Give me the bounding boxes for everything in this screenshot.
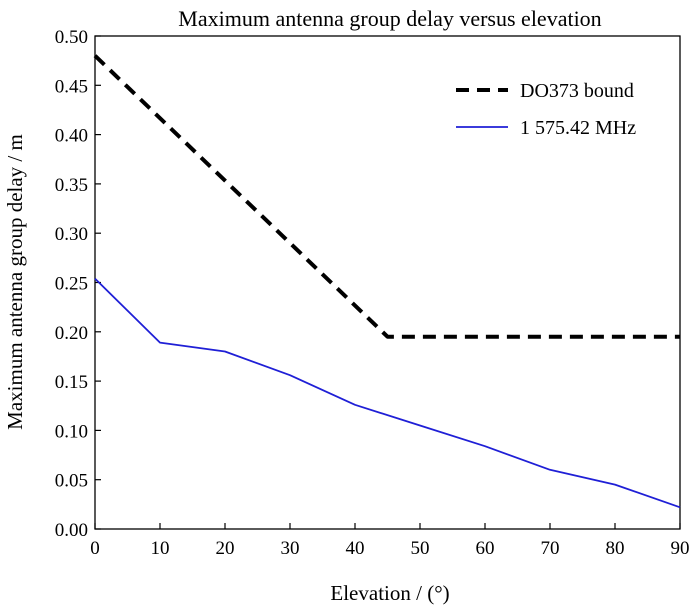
y-tick-label: 0.25	[55, 274, 88, 295]
y-tick-label: 0.45	[55, 76, 88, 97]
series-layer	[93, 54, 681, 509]
y-tick-label: 0.35	[55, 175, 88, 196]
x-tick-label: 50	[411, 538, 430, 559]
y-tick-label: 0.20	[55, 323, 88, 344]
plot-frame	[94, 35, 681, 530]
y-tick-label: 0.50	[55, 27, 88, 48]
x-tick-label: 90	[671, 538, 690, 559]
x-tick-label: 80	[606, 538, 625, 559]
x-tick-label: 70	[541, 538, 560, 559]
x-tick-label: 40	[346, 538, 365, 559]
series-line-1575-mhz	[94, 277, 681, 509]
legend-label-1575-mhz: 1 575.42 MHz	[520, 117, 636, 139]
y-axis-label: Maximum antenna group delay / m	[3, 134, 27, 430]
y-tick-label: 0.05	[55, 471, 88, 492]
x-tick-label: 60	[476, 538, 495, 559]
x-tick-label: 0	[90, 538, 100, 559]
x-axis-ticks: 0 10 20 30 40 50 60 70 80 90	[90, 523, 690, 559]
y-tick-label: 0.30	[55, 224, 88, 245]
x-axis-label: Elevation / (°)	[330, 581, 449, 605]
x-tick-label: 10	[151, 538, 170, 559]
y-axis-ticks: 0.00 0.05 0.10 0.15 0.20 0.25 0.30 0.35 0.40 0.45…	[55, 27, 101, 541]
plot-area: 0 10 20 30 40 50 60 70 80 90 0.00 0.05 0.10 0.15 0.20…	[55, 27, 690, 559]
legend-label-do373-bound: DO373 bound	[520, 80, 634, 102]
y-tick-label: 0.10	[55, 421, 88, 442]
y-tick-label: 0.40	[55, 126, 88, 147]
x-tick-label: 30	[281, 538, 300, 559]
chart-title: Maximum antenna group delay versus eleva…	[178, 6, 601, 31]
x-tick-label: 20	[216, 538, 235, 559]
series-line-do373-bound	[93, 54, 680, 339]
y-tick-label: 0.00	[55, 520, 88, 541]
legend: DO373 bound 1 575.42 MHz	[456, 80, 636, 139]
y-tick-label: 0.15	[55, 372, 88, 393]
